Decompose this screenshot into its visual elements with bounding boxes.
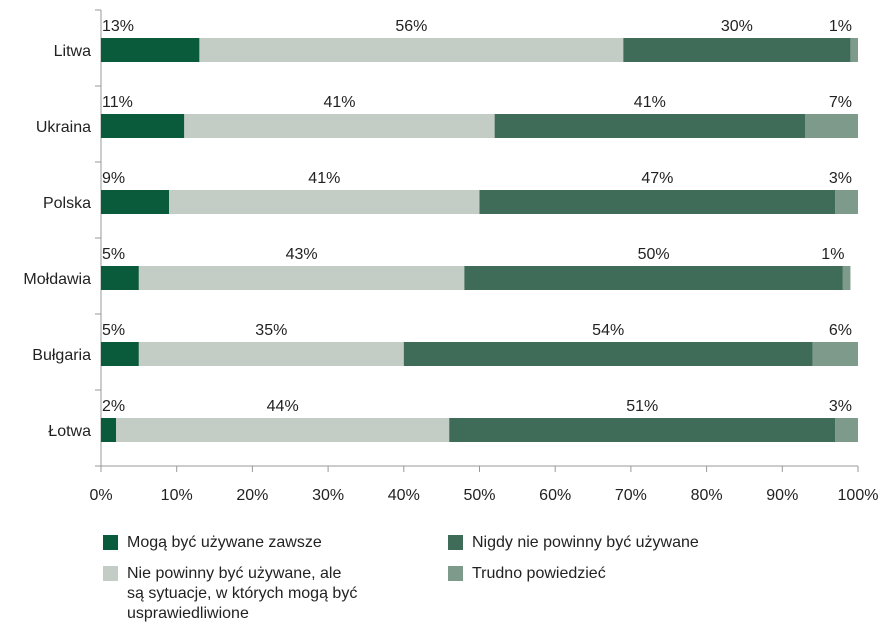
value-label--otwa-1: 44% bbox=[267, 398, 299, 415]
bar-segment-ukraina-3 bbox=[805, 114, 858, 138]
x-tick-label: 40% bbox=[388, 487, 420, 504]
category-label--otwa: Łotwa bbox=[48, 423, 91, 440]
value-label-polska-3: 3% bbox=[829, 170, 852, 187]
x-tick-label: 0% bbox=[89, 487, 112, 504]
bar-segment--otwa-0 bbox=[101, 418, 117, 442]
x-tick-label: 50% bbox=[463, 487, 495, 504]
value-label-mo-dawia-3: 1% bbox=[821, 246, 844, 263]
bar-segment-polska-3 bbox=[835, 190, 858, 214]
bar-segment-ukraina-1 bbox=[184, 114, 495, 138]
category-label-ukraina: Ukraina bbox=[36, 119, 91, 136]
legend-item-never: Nigdy nie powinny być używane bbox=[448, 533, 699, 553]
bar-segment--otwa-1 bbox=[116, 418, 450, 442]
bar-segment-litwa-0 bbox=[101, 38, 200, 62]
bar-segment-bu-garia-1 bbox=[138, 342, 404, 366]
bar-segment-ukraina-0 bbox=[101, 114, 185, 138]
value-label-polska-2: 47% bbox=[641, 170, 673, 187]
value-label-litwa-0: 13% bbox=[102, 18, 134, 35]
value-label-ukraina-1: 41% bbox=[323, 94, 355, 111]
value-label-mo-dawia-1: 43% bbox=[286, 246, 318, 263]
legend-swatch-never bbox=[448, 535, 463, 550]
value-label-bu-garia-1: 35% bbox=[255, 322, 287, 339]
value-label-ukraina-3: 7% bbox=[829, 94, 852, 111]
bar-segment-litwa-3 bbox=[850, 38, 858, 62]
x-tick-label: 70% bbox=[615, 487, 647, 504]
legend-item-hard-to-say: Trudno powiedzieć bbox=[448, 564, 606, 584]
category-label-bu-garia: Bułgaria bbox=[32, 347, 91, 364]
category-label-polska: Polska bbox=[43, 195, 91, 212]
stacked-bar-chart: 0% 10% 20% 30% 40% 50% 60% 70% 80% 90% 100% Litwa 13… bbox=[23, 9, 879, 504]
bar-segment-litwa-2 bbox=[623, 38, 851, 62]
bar-segment--otwa-2 bbox=[449, 418, 836, 442]
value-label--otwa-0: 2% bbox=[102, 398, 125, 415]
value-label--otwa-2: 51% bbox=[626, 398, 658, 415]
legend-item-justified: Nie powinny być używane, ale są sytuacje… bbox=[103, 564, 357, 624]
legend-swatch-always bbox=[103, 535, 118, 550]
bar-segment-bu-garia-0 bbox=[101, 342, 139, 366]
legend-label-always: Mogą być używane zawsze bbox=[127, 534, 322, 551]
value-label-mo-dawia-0: 5% bbox=[102, 246, 125, 263]
x-tick-label: 20% bbox=[236, 487, 268, 504]
legend: Mogą być używane zawsze Nie powinny być … bbox=[103, 533, 803, 627]
legend-swatch-hard-to-say bbox=[448, 566, 463, 581]
legend-label-justified: Nie powinny być używane, ale są sytuacje… bbox=[127, 565, 358, 622]
x-tick-label: 60% bbox=[539, 487, 571, 504]
bar-segment-mo-dawia-3 bbox=[842, 266, 851, 290]
bar-segment-mo-dawia-1 bbox=[138, 266, 465, 290]
x-tick-label: 80% bbox=[691, 487, 723, 504]
bar-segment-bu-garia-3 bbox=[812, 342, 858, 366]
value-label-bu-garia-2: 54% bbox=[592, 322, 624, 339]
x-tick-label: 10% bbox=[161, 487, 193, 504]
value-label-bu-garia-0: 5% bbox=[102, 322, 125, 339]
bar-segment-polska-1 bbox=[169, 190, 480, 214]
value-label-litwa-2: 30% bbox=[721, 18, 753, 35]
value-label-mo-dawia-2: 50% bbox=[638, 246, 670, 263]
bar-segment-polska-0 bbox=[101, 190, 170, 214]
legend-label-hard-to-say: Trudno powiedzieć bbox=[472, 565, 606, 582]
value-label--otwa-3: 3% bbox=[829, 398, 852, 415]
x-tick-label: 30% bbox=[312, 487, 344, 504]
value-label-ukraina-0: 11% bbox=[102, 94, 133, 111]
category-label-mo-dawia: Mołdawia bbox=[23, 271, 91, 288]
x-tick-label: 100% bbox=[838, 487, 879, 504]
value-label-bu-garia-3: 6% bbox=[829, 322, 852, 339]
x-tick-label: 90% bbox=[766, 487, 798, 504]
bar-segment-mo-dawia-0 bbox=[101, 266, 139, 290]
legend-item-always: Mogą być używane zawsze bbox=[103, 533, 322, 553]
legend-swatch-justified bbox=[103, 566, 118, 581]
value-label-polska-1: 41% bbox=[308, 170, 340, 187]
category-label-litwa: Litwa bbox=[54, 43, 91, 60]
bar-segment-litwa-1 bbox=[199, 38, 624, 62]
value-label-litwa-3: 1% bbox=[829, 18, 852, 35]
bar-segment-bu-garia-2 bbox=[403, 342, 813, 366]
bar-segment-mo-dawia-2 bbox=[464, 266, 843, 290]
bar-segment--otwa-3 bbox=[835, 418, 858, 442]
value-label-ukraina-2: 41% bbox=[634, 94, 666, 111]
value-label-litwa-1: 56% bbox=[395, 18, 427, 35]
bar-segment-ukraina-2 bbox=[494, 114, 806, 138]
legend-label-never: Nigdy nie powinny być używane bbox=[472, 534, 699, 551]
bar-segment-polska-2 bbox=[479, 190, 836, 214]
value-label-polska-0: 9% bbox=[102, 170, 125, 187]
